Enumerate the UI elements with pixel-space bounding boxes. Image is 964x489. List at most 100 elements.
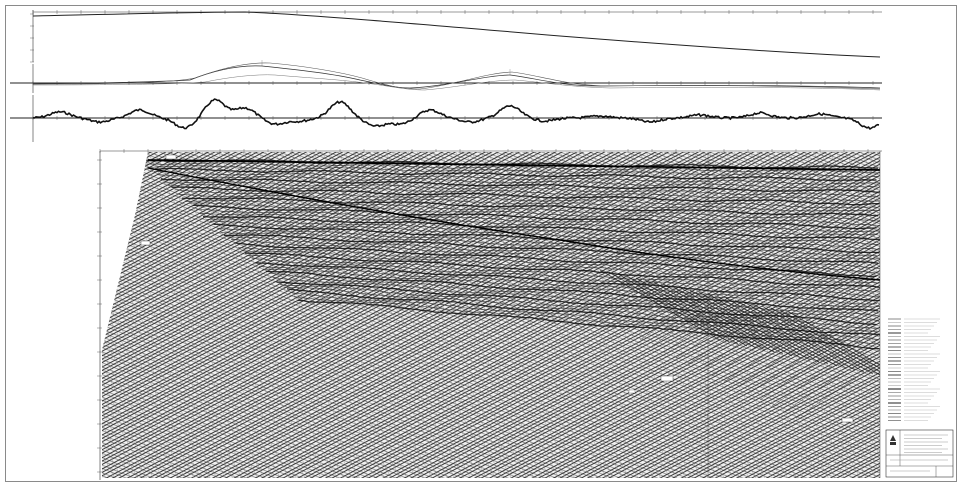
marker-arrow-left [140, 240, 151, 246]
reflector-line [154, 171, 880, 185]
reflector-line [297, 299, 880, 350]
dipping-reflector [698, 291, 820, 363]
reflector-line [241, 250, 878, 284]
conjugate-reflector [651, 305, 713, 347]
conjugate-reflector [795, 377, 857, 419]
magnetic-panel [10, 95, 882, 142]
reflector-line [174, 189, 878, 209]
dipping-reflector [716, 295, 838, 367]
marker-arrow-small [628, 389, 636, 394]
reflector-line [248, 255, 879, 293]
gravity-annotations [261, 60, 511, 75]
reflector-line [209, 220, 880, 250]
dipping-reflector [788, 311, 880, 383]
gravity-curve-calculated [32, 62, 881, 90]
conjugate-reflector [639, 299, 701, 341]
conjugate-reflector [699, 329, 761, 371]
dipping-reflector [752, 303, 874, 375]
reflector-line [167, 183, 880, 202]
reflector-line [216, 227, 878, 257]
conjugate-reflector [735, 347, 797, 389]
dipping-reflector [761, 305, 880, 377]
conjugate-reflector [747, 353, 809, 395]
reflector-line [213, 223, 880, 254]
reflector-line [206, 218, 879, 245]
bathymetry-panel [30, 10, 882, 63]
dipping-reflector [635, 277, 757, 349]
reflector-line [244, 252, 880, 289]
conjugate-reflector [675, 317, 737, 359]
section-time-ticks [97, 159, 102, 473]
conjugate-reflector [759, 359, 821, 401]
magnetic-anomaly-curve [32, 98, 880, 130]
dipping-reflector [743, 301, 865, 373]
reflector-line [276, 281, 877, 326]
reflector-line [272, 276, 880, 321]
marker-arrow-center [660, 375, 674, 382]
reflector-line [188, 202, 880, 226]
dipping-reflector [608, 271, 730, 343]
dipping-reflector [653, 281, 775, 353]
dipping-reflector [644, 279, 766, 351]
dipping-reflector [734, 299, 856, 371]
dipping-reflector [689, 289, 811, 361]
reflector-line [171, 186, 880, 206]
gravity-curve-regional [32, 74, 881, 91]
seafloor-reflector [147, 159, 880, 171]
conjugate-reflector [687, 323, 749, 365]
title-block-lines [890, 434, 948, 472]
dipping-reflectors [599, 269, 880, 419]
conjugate-reflector [723, 341, 785, 383]
reflector-line [143, 162, 880, 174]
reflector-line [283, 286, 878, 332]
seismic-section [97, 149, 882, 480]
marker-arrow-right [841, 417, 854, 423]
conjugate-reflector [663, 311, 725, 353]
conjugate-reflector [711, 335, 773, 377]
gravity-panel [10, 60, 882, 93]
reflector-line [269, 272, 880, 317]
reflector-line [164, 181, 879, 198]
dipping-reflector [770, 307, 880, 379]
reflector-line [160, 178, 880, 193]
conjugate-reflector [771, 365, 833, 407]
reflector-line [230, 239, 880, 274]
dipping-reflector [779, 309, 880, 381]
reflector-line [227, 236, 880, 269]
reflector-line [237, 246, 880, 281]
reflector-line [258, 266, 878, 305]
bathymetry-scale-ticks [32, 10, 874, 14]
conjugate-reflector [783, 371, 845, 413]
reflector-line [185, 199, 880, 222]
dipping-reflector [626, 275, 748, 347]
reflector-line [262, 268, 880, 308]
section-markers [140, 154, 854, 423]
marker-arrow-upper-left [165, 154, 177, 160]
reflector-line [220, 232, 880, 260]
legend-symbols [888, 318, 940, 421]
dipping-reflector [680, 287, 802, 359]
seafloor-depth-curve [32, 11, 881, 58]
reflector-line [195, 208, 880, 233]
reflector-line [255, 262, 880, 302]
title-block [885, 429, 954, 478]
basement-reflector [147, 167, 880, 281]
reflector-line [202, 215, 880, 241]
reflector-line [192, 204, 877, 230]
reflector-line [223, 234, 879, 264]
reflector-line [251, 257, 880, 298]
dipping-reflector [617, 273, 739, 345]
reflector-line [199, 213, 878, 236]
reflector-line [265, 270, 879, 312]
bathymetry-y-ticks [30, 13, 34, 63]
seismic-reflectors [139, 159, 880, 350]
dipping-reflector [725, 297, 847, 369]
reflector-line [293, 295, 880, 346]
reflector-line [147, 165, 880, 178]
legend [888, 318, 940, 421]
reflector-line [181, 197, 879, 217]
reflector-line [157, 174, 878, 189]
reflector-line [286, 288, 880, 336]
